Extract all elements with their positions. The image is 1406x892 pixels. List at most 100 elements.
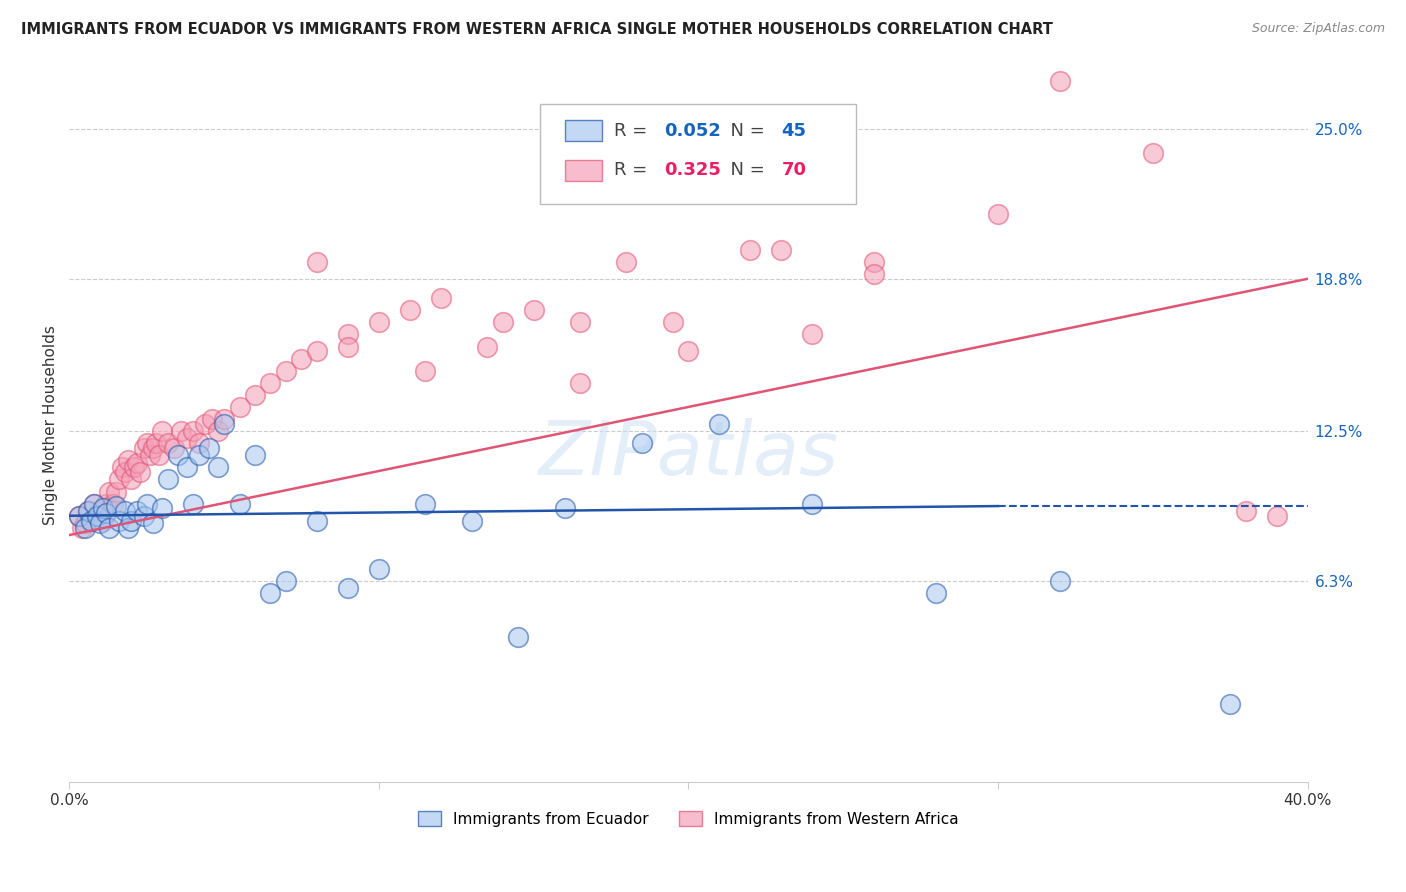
Point <box>73 521 96 535</box>
Point <box>104 484 127 499</box>
Point <box>76 504 98 518</box>
Point <box>508 630 530 644</box>
Point <box>107 473 129 487</box>
Point <box>89 516 111 530</box>
FancyBboxPatch shape <box>540 104 856 204</box>
Text: IMMIGRANTS FROM ECUADOR VS IMMIGRANTS FROM WESTERN AFRICA SINGLE MOTHER HOUSEHOL: IMMIGRANTS FROM ECUADOR VS IMMIGRANTS FR… <box>21 22 1053 37</box>
Point <box>336 327 359 342</box>
Point <box>176 431 198 445</box>
Point <box>176 460 198 475</box>
Point <box>127 504 149 518</box>
Y-axis label: Single Mother Households: Single Mother Households <box>44 326 58 525</box>
Point <box>569 376 592 390</box>
Point <box>67 508 90 523</box>
Point <box>801 497 824 511</box>
Point <box>107 514 129 528</box>
Point <box>120 514 142 528</box>
Point <box>1142 146 1164 161</box>
Point <box>86 508 108 523</box>
Point <box>228 497 250 511</box>
Point <box>523 303 546 318</box>
Point <box>129 465 152 479</box>
Point <box>1049 574 1071 588</box>
Point <box>67 508 90 523</box>
Point <box>243 388 266 402</box>
Point <box>83 497 105 511</box>
Point <box>132 508 155 523</box>
Point <box>127 456 149 470</box>
Point <box>142 441 165 455</box>
Point <box>228 400 250 414</box>
Text: ZIPatlas: ZIPatlas <box>538 417 838 490</box>
Point <box>569 315 592 329</box>
Point <box>188 448 211 462</box>
Point <box>104 499 127 513</box>
Point <box>863 255 886 269</box>
Point <box>305 255 328 269</box>
Point <box>70 521 93 535</box>
Point <box>157 473 180 487</box>
Point <box>305 514 328 528</box>
Point <box>135 436 157 450</box>
Point <box>801 327 824 342</box>
Text: 70: 70 <box>782 161 806 179</box>
Text: R =: R = <box>614 121 654 139</box>
Text: N =: N = <box>720 161 770 179</box>
Point <box>207 424 229 438</box>
Point <box>987 206 1010 220</box>
Point <box>150 501 173 516</box>
Point <box>662 315 685 329</box>
Point <box>166 448 188 462</box>
Point <box>925 586 948 600</box>
Point <box>89 504 111 518</box>
Point <box>194 417 217 431</box>
Text: N =: N = <box>720 121 770 139</box>
Point <box>259 586 281 600</box>
Text: 0.052: 0.052 <box>664 121 720 139</box>
Point <box>83 497 105 511</box>
Text: 0.325: 0.325 <box>664 161 720 179</box>
Point <box>163 441 186 455</box>
Point <box>367 315 389 329</box>
Point <box>86 508 108 523</box>
Point <box>80 514 103 528</box>
Point <box>413 364 436 378</box>
Text: R =: R = <box>614 161 654 179</box>
Point <box>91 514 114 528</box>
Point <box>138 448 160 462</box>
Point <box>770 243 793 257</box>
Point <box>367 562 389 576</box>
Point <box>616 255 638 269</box>
Point <box>1265 508 1288 523</box>
Point <box>259 376 281 390</box>
Point <box>114 465 136 479</box>
Point <box>132 441 155 455</box>
Point <box>181 424 204 438</box>
Point <box>122 460 145 475</box>
Point <box>157 436 180 450</box>
Point <box>274 574 297 588</box>
Point <box>201 412 224 426</box>
Point <box>181 497 204 511</box>
Point <box>96 497 118 511</box>
Legend: Immigrants from Ecuador, Immigrants from Western Africa: Immigrants from Ecuador, Immigrants from… <box>411 804 966 835</box>
Point <box>460 514 482 528</box>
Point <box>554 501 576 516</box>
Point <box>709 417 731 431</box>
Text: 45: 45 <box>782 121 806 139</box>
Point <box>150 424 173 438</box>
Point <box>678 344 700 359</box>
Point <box>274 364 297 378</box>
Point <box>243 448 266 462</box>
Point <box>80 514 103 528</box>
Point <box>1049 73 1071 87</box>
Point <box>817 170 839 185</box>
Text: Source: ZipAtlas.com: Source: ZipAtlas.com <box>1251 22 1385 36</box>
Point <box>117 521 139 535</box>
Point <box>148 448 170 462</box>
Point <box>76 504 98 518</box>
Point <box>413 497 436 511</box>
Point <box>212 412 235 426</box>
Point <box>863 267 886 281</box>
Point <box>96 506 118 520</box>
